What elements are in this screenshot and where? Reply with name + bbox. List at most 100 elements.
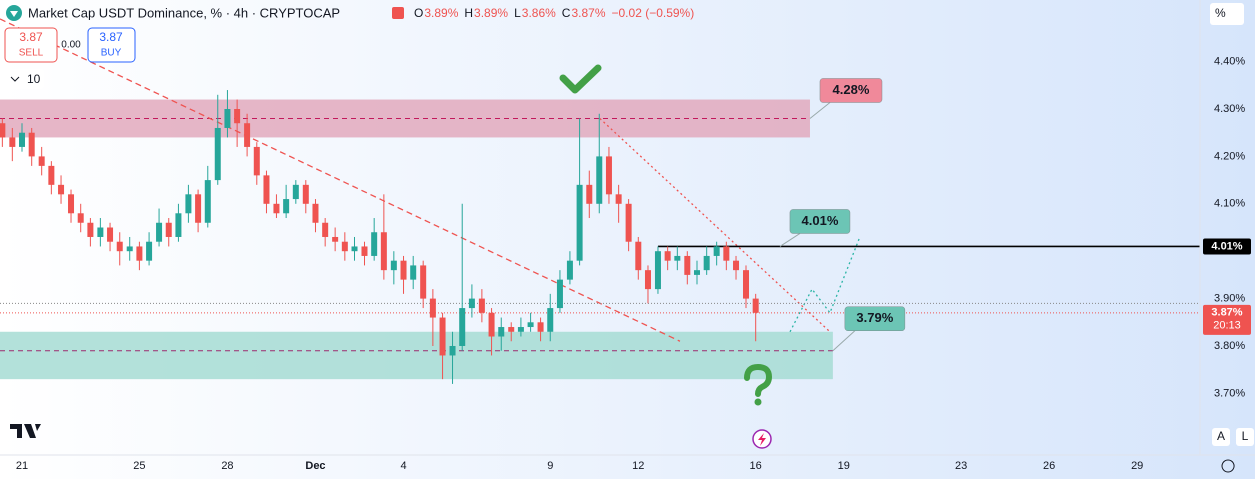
candle-body — [48, 165, 55, 185]
y-tick-label: 4.40% — [1214, 56, 1245, 68]
x-tick-label: 26 — [1043, 460, 1055, 472]
last-price-box — [1203, 304, 1251, 335]
sell-label: SELL — [19, 48, 44, 59]
candle-body — [312, 203, 319, 223]
settings-icon[interactable] — [1221, 459, 1235, 473]
x-tick-label: 25 — [133, 460, 145, 472]
candle-body — [459, 308, 466, 346]
trendline — [0, 18, 681, 342]
x-tick-label: 4 — [400, 460, 406, 472]
callout-label: 4.01% — [802, 213, 839, 228]
candle-body — [341, 241, 348, 252]
interval-count: 10 — [27, 72, 41, 86]
candle-body — [38, 156, 45, 166]
y-tick-label: 4.10% — [1214, 198, 1245, 210]
x-tick-label: Dec — [305, 460, 325, 472]
legend-value: 3.87% — [571, 6, 605, 20]
x-tick-label: 21 — [16, 460, 28, 472]
candle-body — [468, 298, 475, 309]
candle-body — [97, 227, 104, 237]
callout-label: 3.79% — [856, 310, 893, 325]
buy-button[interactable] — [87, 27, 136, 63]
sell-button[interactable] — [4, 27, 58, 63]
last-price-label: 3.87% — [1211, 307, 1242, 319]
indicator-toggle[interactable] — [6, 69, 44, 89]
chart-title: Market Cap USDT Dominance, % · 4h · CRYP… — [28, 5, 340, 20]
legend-key: L — [514, 6, 521, 20]
legend-value: 3.89% — [424, 6, 458, 20]
candle-body — [244, 123, 251, 147]
candle-body — [175, 213, 182, 237]
candle-body — [146, 241, 153, 261]
candle-body — [87, 222, 94, 237]
event-icon — [758, 433, 766, 446]
candle-body — [77, 213, 84, 223]
question-icon — [744, 363, 773, 397]
candle-body — [58, 184, 65, 195]
scale-button[interactable] — [1212, 428, 1230, 446]
sell-price: 3.87 — [19, 30, 43, 44]
candle-body — [478, 298, 485, 313]
x-tick-label: 29 — [1131, 460, 1143, 472]
legend-key: O — [414, 6, 423, 20]
candle-body — [498, 327, 505, 337]
y-tick-label: 4.30% — [1214, 103, 1245, 115]
callout-pointer — [832, 330, 856, 352]
candle-body — [107, 227, 114, 242]
candle-body — [126, 246, 133, 252]
trendline — [599, 118, 831, 333]
candle-body — [322, 222, 329, 237]
scale-button[interactable] — [1236, 428, 1254, 446]
candle-body — [214, 127, 221, 181]
x-tick-label: 9 — [547, 460, 553, 472]
candle-body — [195, 194, 202, 223]
candle-body — [733, 260, 740, 271]
candle-body — [615, 194, 622, 204]
y-tick-label: 3.80% — [1214, 340, 1245, 352]
candle-body — [156, 222, 163, 242]
candle-body — [429, 298, 436, 318]
callout-box — [844, 306, 906, 331]
candle-body — [664, 251, 671, 261]
candle-body — [693, 270, 700, 275]
legend-value: 3.86% — [522, 6, 556, 20]
callout-box — [789, 209, 851, 234]
candle-body — [165, 222, 172, 237]
countdown-label: 20:13 — [1213, 320, 1241, 332]
candle-body — [517, 327, 524, 332]
candle-body — [68, 194, 75, 214]
scale-button-label: A — [1217, 429, 1225, 443]
candle-body — [449, 345, 456, 356]
y-tick-label: 3.70% — [1214, 387, 1245, 399]
candle-body — [684, 255, 691, 275]
candle-body — [332, 236, 339, 242]
x-tick-label: 12 — [632, 460, 644, 472]
symbol-logo — [10, 11, 18, 17]
chevron — [10, 76, 20, 82]
candle-body — [234, 109, 241, 124]
candle-body — [283, 199, 290, 214]
candle-body — [703, 255, 710, 271]
candle-body — [586, 184, 593, 204]
candle-body — [253, 146, 260, 176]
candle-body — [527, 322, 534, 328]
candle-body — [380, 232, 387, 271]
header: Market Cap USDT Dominance, % · 4h · CRYP… — [6, 5, 694, 21]
buy-label: BUY — [101, 48, 122, 59]
level-axis-label: 4.01% — [1211, 240, 1242, 252]
y-tick-label: 3.90% — [1214, 293, 1245, 305]
candle-body — [439, 317, 446, 356]
unit-label: % — [1215, 6, 1226, 20]
candle-body — [752, 298, 759, 313]
callout-label: 4.28% — [833, 82, 870, 97]
candle-body — [547, 308, 554, 332]
check-icon — [559, 64, 602, 94]
callout-box — [819, 78, 883, 103]
candle-body — [537, 322, 544, 332]
zone — [0, 99, 810, 138]
x-tick-label: 28 — [221, 460, 233, 472]
tv-logo — [10, 424, 41, 438]
legend-key: H — [464, 6, 473, 20]
candle-body — [273, 203, 280, 214]
